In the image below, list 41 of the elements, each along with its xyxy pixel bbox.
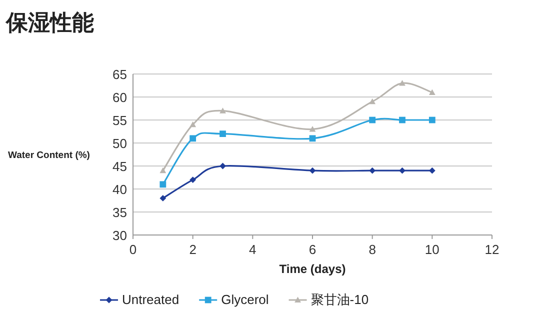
point <box>399 80 406 86</box>
y-tick-label: 30 <box>112 228 127 243</box>
point <box>160 195 166 202</box>
legend-label: Glycerol <box>221 292 269 307</box>
x-tick-label: 10 <box>424 242 440 257</box>
x-tick-label: 2 <box>189 242 196 257</box>
point <box>220 130 226 137</box>
legend-label: Untreated <box>122 292 180 307</box>
point <box>309 135 316 142</box>
y-tick-label: 50 <box>112 136 127 151</box>
legend-label: 聚甘油-10 <box>310 292 369 307</box>
point <box>190 176 196 183</box>
y-tick-label: 60 <box>112 90 127 105</box>
y-tick-label: 40 <box>112 182 127 197</box>
point <box>190 135 196 142</box>
point <box>428 116 436 124</box>
y-tick-label: 35 <box>112 205 127 220</box>
point <box>369 167 376 174</box>
point <box>309 167 316 174</box>
point <box>190 121 196 128</box>
y-tick-label: 45 <box>112 159 127 174</box>
chart-title: 保湿性能 <box>5 10 94 35</box>
point <box>220 108 226 114</box>
y-tick-label: 65 <box>112 67 127 82</box>
x-tick-label: 4 <box>249 242 256 257</box>
x-tick-label: 6 <box>308 242 316 257</box>
point <box>428 167 436 174</box>
point <box>369 98 376 104</box>
point <box>399 167 406 174</box>
point <box>160 181 166 188</box>
x-axis-title: Time (days) <box>279 262 346 276</box>
point <box>160 167 166 174</box>
point <box>309 126 316 132</box>
x-tick-label: 12 <box>484 242 500 257</box>
x-tick-label: 8 <box>368 242 376 257</box>
y-tick-label: 55 <box>112 113 127 128</box>
point <box>399 116 406 124</box>
point <box>369 116 376 124</box>
point <box>428 89 436 95</box>
y-axis-title: Water Content (%) <box>8 150 90 161</box>
x-tick-label: 0 <box>129 242 137 257</box>
